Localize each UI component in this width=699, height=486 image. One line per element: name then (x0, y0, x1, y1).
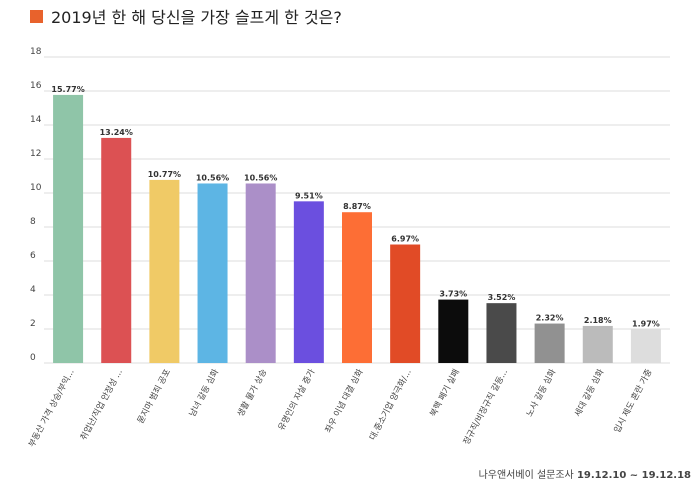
bar (582, 325, 613, 363)
chart-title: 2019년 한 해 당신을 가장 슬프게 한 것은? (51, 8, 342, 27)
y-tick-label: 8 (30, 217, 36, 227)
x-tick-label: 북핵 폐기 실패 (428, 367, 462, 418)
y-tick-label: 16 (30, 81, 42, 91)
y-tick-label: 14 (30, 115, 42, 125)
bar (630, 329, 661, 363)
x-tick-label: 묻지마 범죄 공포 (135, 367, 173, 425)
x-tick-label: 부동산 가격 상승/부익... (26, 367, 76, 449)
data-label: 15.77% (51, 85, 84, 94)
y-tick-label: 6 (30, 251, 36, 261)
data-label: 2.32% (536, 314, 564, 323)
bar (245, 183, 276, 363)
data-label: 6.97% (391, 235, 419, 244)
data-label: 13.24% (100, 128, 133, 137)
data-label: 8.87% (343, 202, 371, 211)
bar (534, 323, 565, 363)
x-tick-label: 유명인의 자살 증가 (276, 367, 318, 432)
x-tick-label: 정규직/비정규직 갈등... (461, 367, 510, 446)
bar (486, 303, 517, 363)
y-tick-label: 18 (30, 47, 42, 57)
chart-title-block: 2019년 한 해 당신을 가장 슬프게 한 것은? (30, 4, 342, 28)
y-tick-label: 10 (30, 183, 42, 193)
y-tick-label: 4 (30, 285, 36, 295)
source-org: 나우앤서베이 설문조사 (478, 470, 574, 481)
data-label: 10.56% (196, 173, 229, 182)
x-tick-label: 남녀 갈등 심화 (187, 367, 221, 419)
x-tick-label: 좌우 이념 대결 심화 (323, 367, 366, 435)
bar (149, 179, 180, 363)
x-tick-label: 취업난/직업 안정성 ... (78, 367, 125, 442)
data-label: 3.73% (439, 290, 467, 299)
survey-source: 나우앤서베이 설문조사 19.12.10 ~ 19.12.18 (479, 466, 691, 481)
y-tick-label: 12 (30, 149, 41, 159)
x-tick-label: 입시 제도 혼란 가중 (612, 367, 655, 435)
bar (438, 299, 469, 363)
bar (390, 244, 421, 363)
x-tick-label: 생활 물가 상승 (235, 367, 269, 419)
title-marker-square (30, 9, 43, 23)
source-dates: 19.12.10 ~ 19.12.18 (576, 470, 691, 481)
data-label: 9.51% (295, 191, 323, 200)
bar (293, 201, 324, 363)
bar (197, 183, 228, 363)
data-label: 10.56% (244, 173, 277, 182)
data-label: 10.77% (148, 170, 181, 179)
y-tick-label: 0 (30, 353, 36, 363)
x-tick-label: 세대 갈등 심화 (572, 367, 606, 419)
bar (342, 212, 372, 363)
y-tick-label: 2 (30, 319, 36, 329)
data-label: 2.18% (584, 316, 612, 325)
bar (101, 137, 132, 363)
data-label: 1.97% (632, 320, 660, 329)
x-tick-label: 노사 갈등 심화 (524, 367, 558, 419)
x-tick-label: 대.중소기업 양극화/... (367, 367, 414, 442)
bar (53, 94, 84, 363)
data-label: 3.52% (488, 293, 516, 302)
